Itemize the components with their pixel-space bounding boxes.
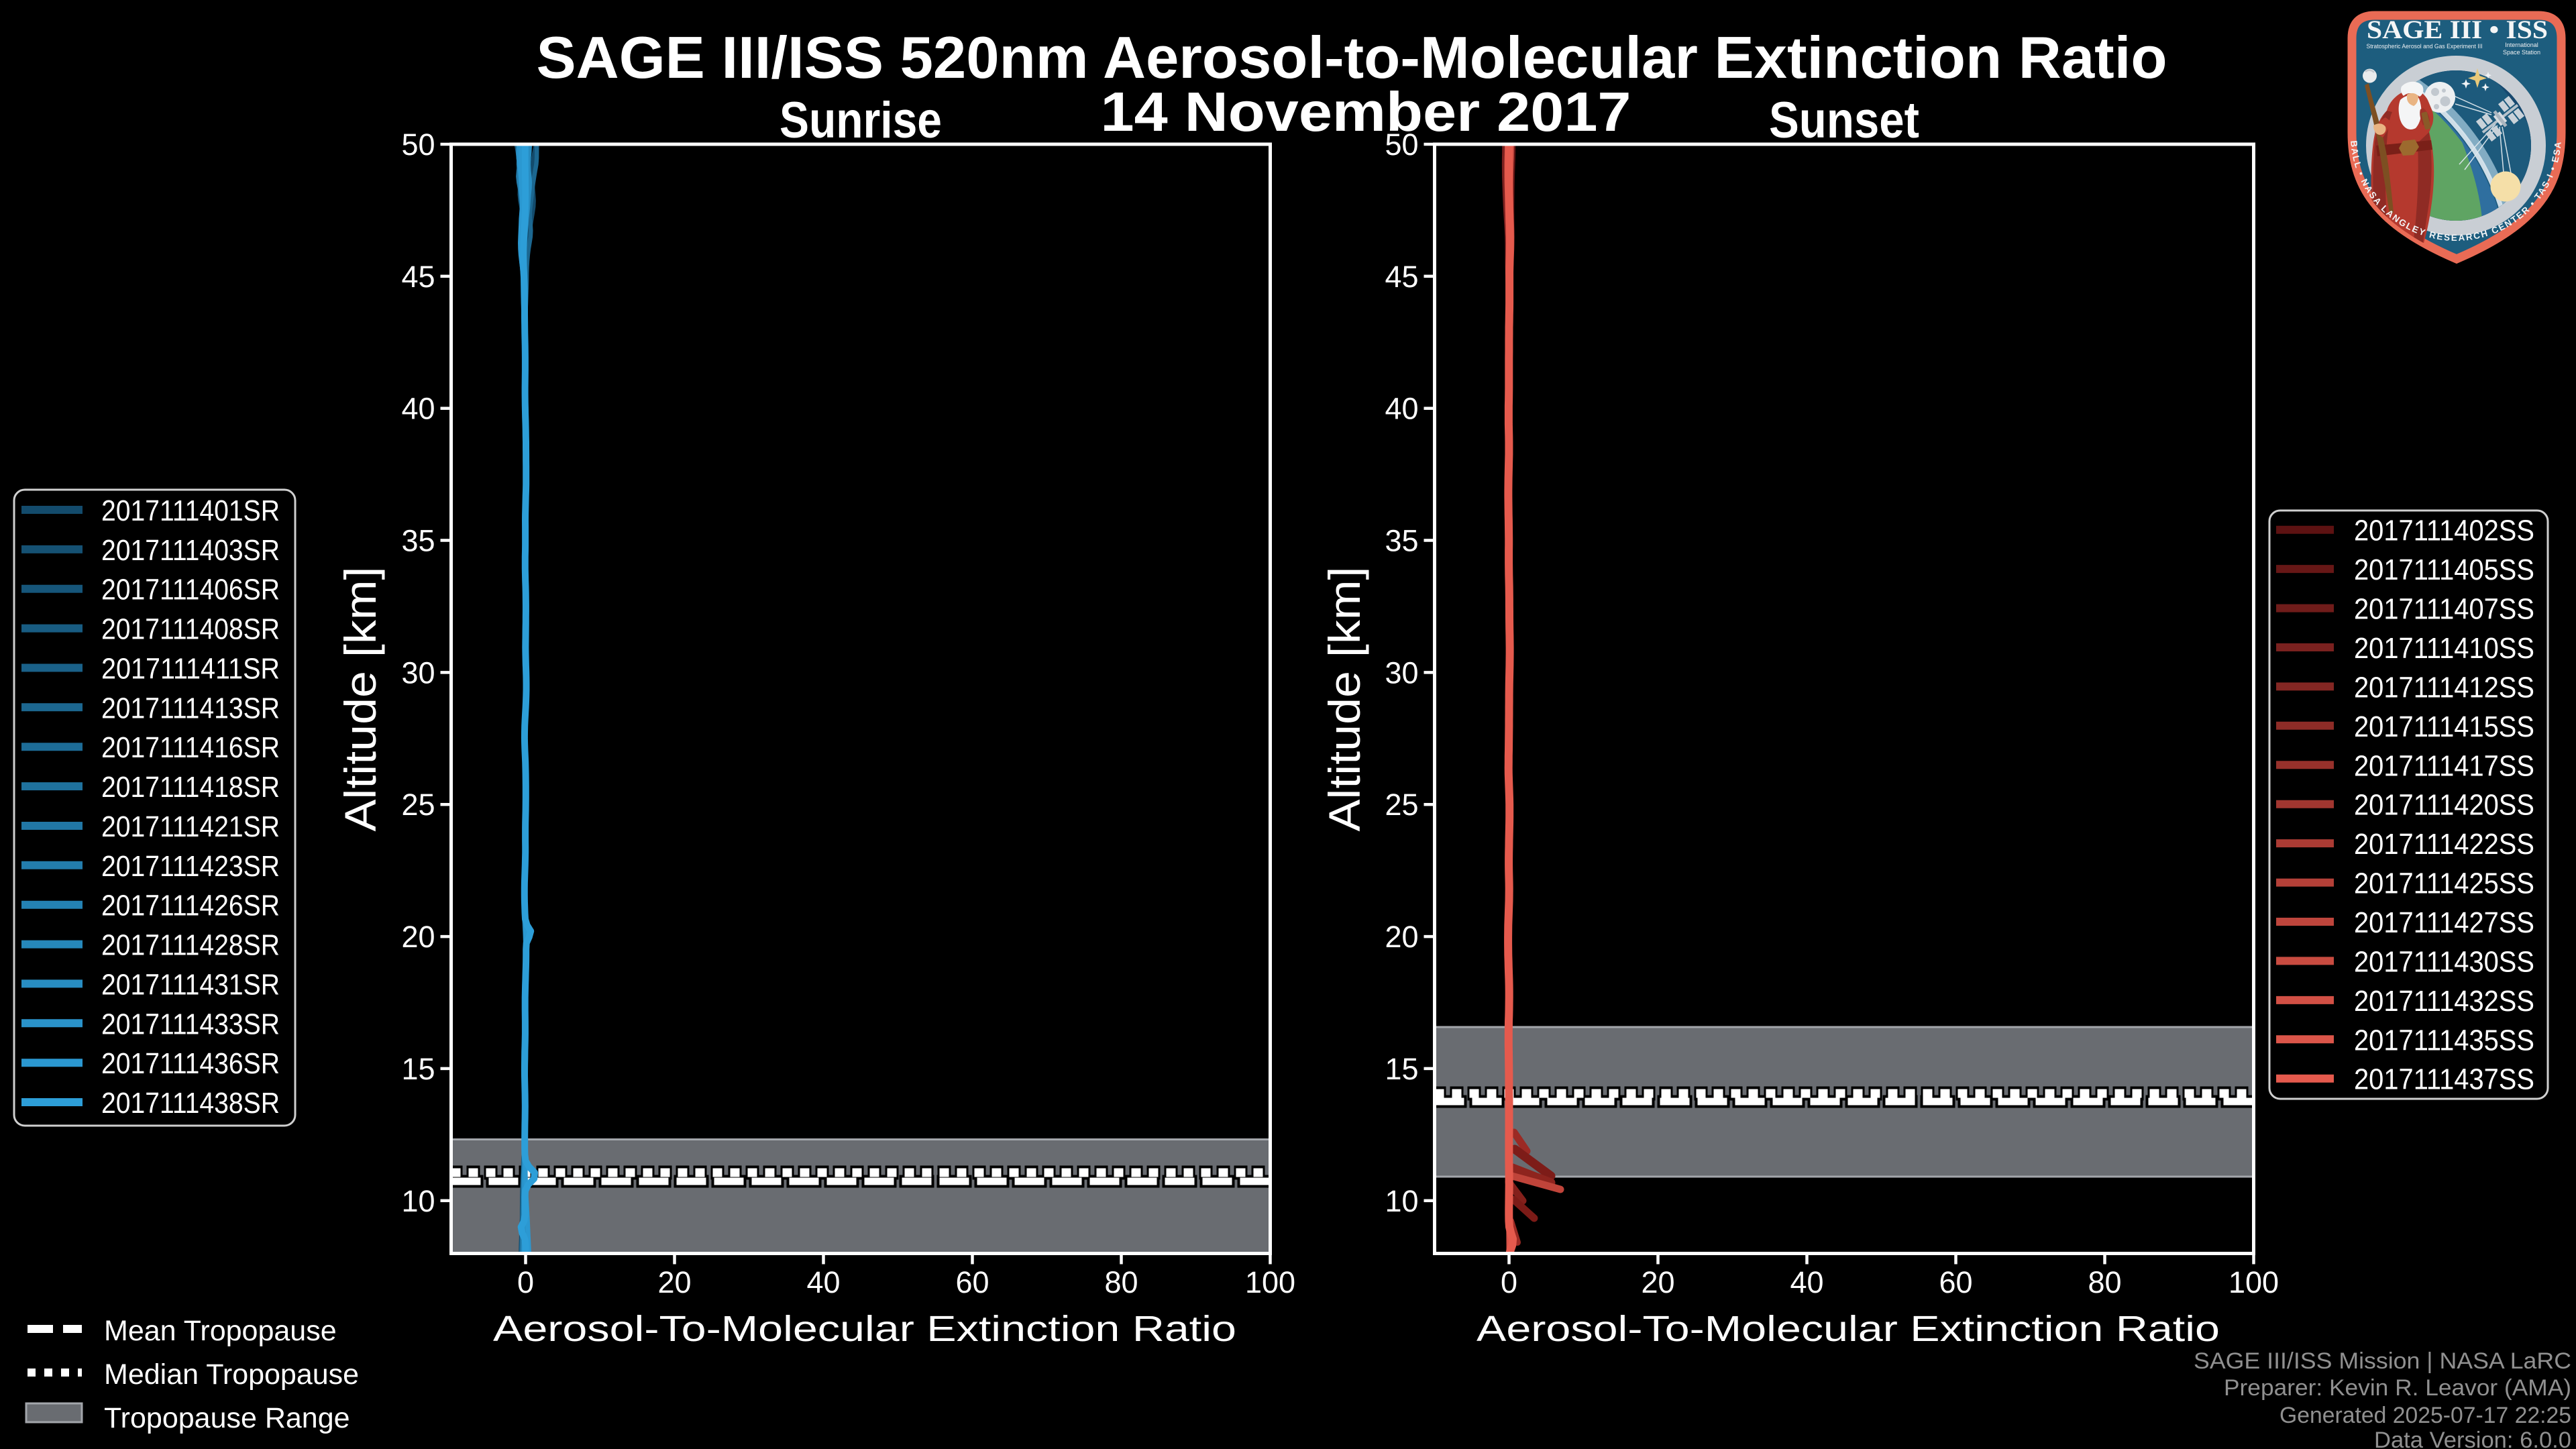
svg-text:Aerosol-To-Molecular Extinctio: Aerosol-To-Molecular Extinction Ratio: [493, 1309, 1236, 1349]
svg-text:2017111437SS: 2017111437SS: [2354, 1063, 2534, 1096]
svg-text:2017111411SR: 2017111411SR: [101, 653, 280, 686]
svg-text:20: 20: [1385, 920, 1418, 954]
svg-text:Median Tropopause: Median Tropopause: [104, 1358, 359, 1391]
svg-text:2017111438SR: 2017111438SR: [101, 1087, 280, 1120]
svg-text:2017111432SS: 2017111432SS: [2354, 985, 2534, 1018]
svg-text:2017111428SR: 2017111428SR: [101, 929, 280, 962]
svg-text:14 November 2017: 14 November 2017: [1101, 80, 1631, 143]
svg-text:2017111421SR: 2017111421SR: [101, 810, 280, 843]
svg-text:SAGE III • ISS: SAGE III • ISS: [2367, 15, 2548, 44]
svg-text:2017111415SS: 2017111415SS: [2354, 710, 2534, 743]
svg-text:15: 15: [1385, 1052, 1418, 1086]
svg-text:2017111425SS: 2017111425SS: [2354, 867, 2534, 900]
svg-text:2017111435SS: 2017111435SS: [2354, 1024, 2534, 1057]
svg-text:2017111413SR: 2017111413SR: [101, 692, 280, 724]
svg-text:2017111410SS: 2017111410SS: [2354, 632, 2534, 665]
svg-text:2017111436SR: 2017111436SR: [101, 1047, 280, 1080]
svg-text:2017111405SS: 2017111405SS: [2354, 553, 2534, 586]
svg-text:2017111433SR: 2017111433SR: [101, 1008, 280, 1040]
svg-text:20: 20: [401, 920, 435, 954]
svg-text:SAGE III/ISS Mission | NASA La: SAGE III/ISS Mission | NASA LaRC: [2194, 1348, 2571, 1374]
svg-text:Mean Tropopause: Mean Tropopause: [104, 1315, 337, 1347]
svg-text:10: 10: [1385, 1184, 1418, 1218]
svg-text:2017111418SR: 2017111418SR: [101, 771, 280, 804]
svg-text:Preparer: Kevin R. Leavor (AMA: Preparer: Kevin R. Leavor (AMA): [2224, 1375, 2571, 1401]
svg-text:60: 60: [1939, 1265, 1972, 1299]
svg-text:2017111402SS: 2017111402SS: [2354, 515, 2534, 547]
svg-text:Sunset: Sunset: [1769, 92, 1919, 149]
svg-text:2017111412SS: 2017111412SS: [2354, 671, 2534, 704]
svg-text:2017111423SR: 2017111423SR: [101, 850, 280, 883]
svg-text:2017111401SR: 2017111401SR: [101, 494, 280, 527]
svg-text:35: 35: [1385, 524, 1418, 558]
svg-text:50: 50: [1385, 127, 1418, 162]
svg-text:45: 45: [401, 260, 435, 294]
svg-text:Generated 2025-07-17 22:25: Generated 2025-07-17 22:25: [2279, 1403, 2571, 1428]
svg-text:0: 0: [517, 1265, 534, 1299]
svg-text:Stratospheric Aerosol and Gas: Stratospheric Aerosol and Gas Experiment…: [2367, 43, 2483, 50]
svg-text:2017111422SS: 2017111422SS: [2354, 828, 2534, 861]
svg-text:Altitude [km]: Altitude [km]: [335, 567, 385, 832]
svg-text:100: 100: [2229, 1265, 2279, 1299]
svg-text:20: 20: [657, 1265, 691, 1299]
svg-text:50: 50: [401, 127, 435, 162]
svg-text:25: 25: [401, 788, 435, 822]
svg-text:2017111408SR: 2017111408SR: [101, 613, 280, 646]
svg-text:40: 40: [1385, 392, 1418, 426]
svg-text:40: 40: [401, 392, 435, 426]
svg-text:10: 10: [401, 1184, 435, 1218]
svg-text:2017111431SR: 2017111431SR: [101, 968, 280, 1001]
svg-text:0: 0: [1501, 1265, 1517, 1299]
svg-text:2017111417SS: 2017111417SS: [2354, 749, 2534, 782]
svg-text:2017111430SS: 2017111430SS: [2354, 945, 2534, 978]
svg-text:Tropopause Range: Tropopause Range: [104, 1402, 350, 1434]
svg-text:SAGE III/ISS 520nm Aerosol-to-: SAGE III/ISS 520nm Aerosol-to-Molecular …: [537, 24, 2167, 91]
svg-text:Aerosol-To-Molecular Extinctio: Aerosol-To-Molecular Extinction Ratio: [1477, 1309, 2220, 1349]
svg-text:30: 30: [401, 655, 435, 690]
svg-text:25: 25: [1385, 788, 1418, 822]
svg-text:80: 80: [2088, 1265, 2121, 1299]
svg-text:60: 60: [955, 1265, 989, 1299]
svg-text:Altitude [km]: Altitude [km]: [1320, 567, 1369, 832]
svg-text:International: International: [2505, 42, 2538, 48]
svg-text:2017111427SS: 2017111427SS: [2354, 906, 2534, 939]
svg-text:30: 30: [1385, 655, 1418, 690]
svg-text:Data Version: 6.0.0: Data Version: 6.0.0: [2374, 1428, 2571, 1449]
svg-text:2017111420SS: 2017111420SS: [2354, 789, 2534, 822]
svg-text:35: 35: [401, 524, 435, 558]
svg-text:40: 40: [1790, 1265, 1823, 1299]
svg-text:2017111407SS: 2017111407SS: [2354, 593, 2534, 626]
svg-text:45: 45: [1385, 260, 1418, 294]
svg-text:2017111406SR: 2017111406SR: [101, 574, 280, 606]
svg-text:Space Station: Space Station: [2503, 49, 2540, 56]
svg-text:2017111403SR: 2017111403SR: [101, 534, 280, 567]
svg-text:80: 80: [1104, 1265, 1138, 1299]
svg-text:2017111426SR: 2017111426SR: [101, 890, 280, 922]
svg-text:20: 20: [1641, 1265, 1674, 1299]
svg-text:2017111416SR: 2017111416SR: [101, 731, 280, 764]
svg-text:15: 15: [401, 1052, 435, 1086]
svg-text:100: 100: [1245, 1265, 1295, 1299]
svg-text:Sunrise: Sunrise: [780, 92, 942, 149]
svg-text:40: 40: [806, 1265, 840, 1299]
